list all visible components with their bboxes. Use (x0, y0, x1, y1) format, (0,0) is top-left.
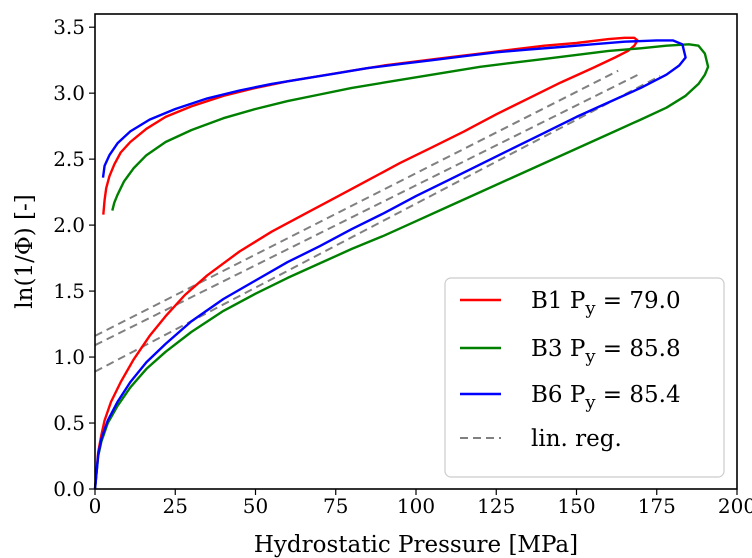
x-tick-label: 75 (323, 494, 348, 518)
x-tick-label: 125 (477, 494, 515, 518)
y-tick-label: 3.5 (53, 15, 85, 39)
x-tick-label: 50 (243, 494, 268, 518)
y-tick-label: 2.5 (53, 147, 85, 171)
legend-subscript: y (584, 298, 596, 319)
y-tick-label: 0.0 (53, 477, 85, 501)
legend-entry: lin. reg. (531, 426, 622, 452)
x-tick-label: 100 (397, 494, 435, 518)
legend-subscript: y (584, 346, 596, 367)
legend-value: = 85.8 (596, 336, 681, 362)
legend-value: = 85.4 (596, 382, 681, 408)
regression-line (94, 72, 642, 347)
legend-box (444, 277, 725, 478)
y-axis-label: ln(1/Φ) [-] (12, 194, 38, 308)
y-tick-label: 1.0 (53, 345, 85, 369)
legend: B1 Py = 79.0B3 Py = 85.8B6 Py = 85.4lin.… (444, 277, 725, 478)
legend-series-name: B3 P (531, 336, 585, 362)
regression-line (94, 69, 619, 337)
x-tick-label: 200 (718, 494, 752, 518)
legend-subscript: y (584, 392, 596, 413)
x-tick-label: 175 (638, 494, 676, 518)
x-tick-label: 150 (557, 494, 595, 518)
plot-frame (94, 13, 738, 490)
x-tick-label: 0 (89, 494, 102, 518)
x-tick-label: 25 (163, 494, 188, 518)
y-tick-label: 2.0 (53, 213, 85, 237)
legend-series-name: B6 P (531, 382, 585, 408)
series-line-b6 (93, 39, 687, 490)
data-series (93, 36, 710, 490)
x-axis-label: Hydrostatic Pressure [MPa] (254, 532, 578, 558)
series-line-b3 (93, 43, 710, 490)
y-tick-label: 0.5 (53, 411, 85, 435)
axes: 0 25 50 75 100 125 150 175 200 0.0 0.5 1.0 1.5 2.0 2.5… (53, 15, 752, 518)
legend-entry: B6 Py = 85.4 (531, 382, 681, 413)
y-tick-label: 3.0 (53, 81, 85, 105)
legend-series-name: B1 P (531, 288, 585, 314)
legend-value: = 79.0 (596, 288, 681, 314)
series-line-b1 (93, 36, 639, 490)
legend-entry: B1 Py = 79.0 (531, 288, 681, 319)
legend-entry: B3 Py = 85.8 (531, 336, 681, 367)
y-tick-label: 1.5 (53, 279, 85, 303)
